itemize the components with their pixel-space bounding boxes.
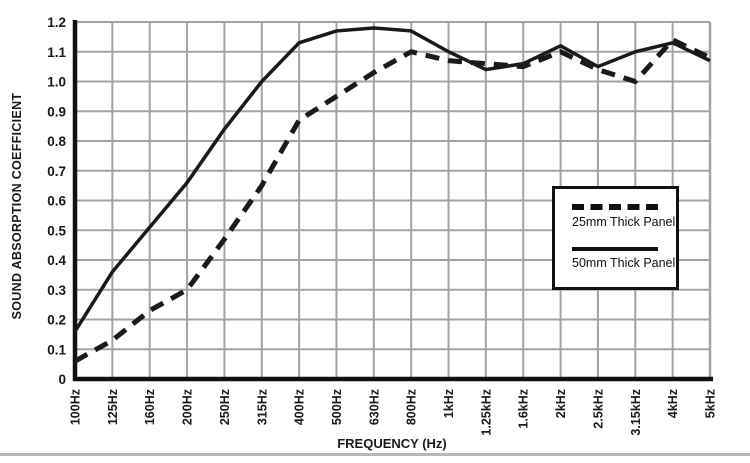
x-tick-label: 4kHz — [666, 389, 680, 418]
x-tick-label: 3.15kHz — [629, 389, 643, 436]
y-tick-label: 0.5 — [47, 223, 66, 238]
x-tick-label: 5kHz — [704, 389, 718, 418]
x-tick-label: 315Hz — [255, 389, 269, 425]
y-tick-label: 0.8 — [47, 134, 66, 149]
legend-item-50mm: 50mm Thick Panel — [555, 247, 676, 270]
x-tick-label: 160Hz — [143, 389, 157, 425]
y-tick-label: 0 — [58, 372, 66, 387]
y-tick-label: 0.2 — [47, 313, 66, 328]
y-tick-label: 0.9 — [47, 104, 66, 119]
legend: 25mm Thick Panel 50mm Thick Panel — [552, 186, 679, 290]
y-tick-label: 0.1 — [47, 342, 66, 357]
bottom-divider — [0, 453, 750, 456]
x-tick-label: 100Hz — [69, 389, 83, 425]
x-tick-label: 125Hz — [106, 389, 120, 425]
x-axis-title: FREQUENCY (Hz) — [337, 436, 447, 451]
legend-item-25mm: 25mm Thick Panel — [555, 204, 676, 229]
x-tick-label: 250Hz — [218, 389, 232, 425]
legend-solid-line-sample — [572, 247, 658, 251]
x-tick-label: 800Hz — [405, 389, 419, 425]
series-line-dashed — [73, 36, 712, 364]
y-tick-label: 1.1 — [47, 45, 66, 60]
y-tick-label: 0.6 — [47, 194, 66, 209]
legend-label-50mm: 50mm Thick Panel — [572, 256, 676, 270]
y-tick-label: 1.0 — [47, 75, 66, 90]
x-tick-label: 400Hz — [293, 389, 307, 425]
y-tick-label: 0.4 — [47, 253, 66, 268]
x-tick-label: 1.25kHz — [479, 389, 493, 436]
x-tick-label: 1.6kHz — [517, 389, 531, 429]
x-tick-label: 630Hz — [367, 389, 381, 425]
x-tick-label: 1kHz — [442, 389, 456, 418]
legend-dashed-line-sample — [572, 204, 658, 210]
y-tick-label: 1.2 — [47, 15, 66, 30]
x-tick-label: 2.5kHz — [591, 389, 605, 429]
x-tick-label: 200Hz — [181, 389, 195, 425]
y-tick-label: 0.3 — [47, 283, 66, 298]
x-tick-label: 2kHz — [554, 389, 568, 418]
y-axis-title: SOUND ABSORPTION COEFFICIENT — [10, 92, 24, 320]
legend-label-25mm: 25mm Thick Panel — [572, 215, 676, 229]
series-line-solid — [73, 26, 711, 333]
y-tick-label: 0.7 — [47, 164, 66, 179]
x-tick-label: 500Hz — [330, 389, 344, 425]
